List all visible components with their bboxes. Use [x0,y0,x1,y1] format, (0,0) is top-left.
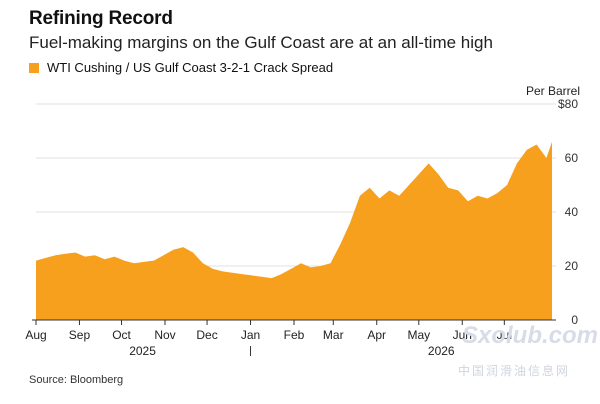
series-area [36,141,552,320]
y-tick-label: 60 [565,151,579,165]
x-tick-label: Aug [25,328,46,342]
legend-swatch [29,62,39,73]
x-tick-label: Dec [196,328,217,342]
y-axis-unit-label: Per Barrel [525,84,580,98]
x-tick-label: Mar [323,328,344,342]
chart-subtitle: Fuel-making margins on the Gulf Coast ar… [29,33,493,52]
x-tick-label: Nov [154,328,175,342]
source-note: Source: Bloomberg [29,374,124,386]
watermark-subtext: 中国润滑油信息网 [458,364,571,378]
x-tick-label: Oct [112,328,131,342]
y-tick-label: 20 [565,259,579,273]
x-tick-label: Jun [453,328,472,342]
x-tick-label: May [407,328,430,342]
watermark-logo: Sxolub.com [462,322,599,349]
y-tick-label: 0 [571,313,578,327]
x-tick-label: Jul [497,328,512,342]
year-label: 2025 [129,344,156,358]
legend-label: WTI Cushing / US Gulf Coast 3-2-1 Crack … [47,60,334,75]
chart-title: Refining Record [29,8,173,29]
x-tick-label: Apr [367,328,386,342]
x-tick-label: Feb [284,328,305,342]
x-tick-label: Jan [241,328,260,342]
legend: WTI Cushing / US Gulf Coast 3-2-1 Crack … [29,60,333,75]
x-tick-label: Sep [69,328,91,342]
y-tick-label: 40 [565,205,579,219]
y-tick-label: $80 [558,97,578,111]
year-label: 2026 [428,344,455,358]
